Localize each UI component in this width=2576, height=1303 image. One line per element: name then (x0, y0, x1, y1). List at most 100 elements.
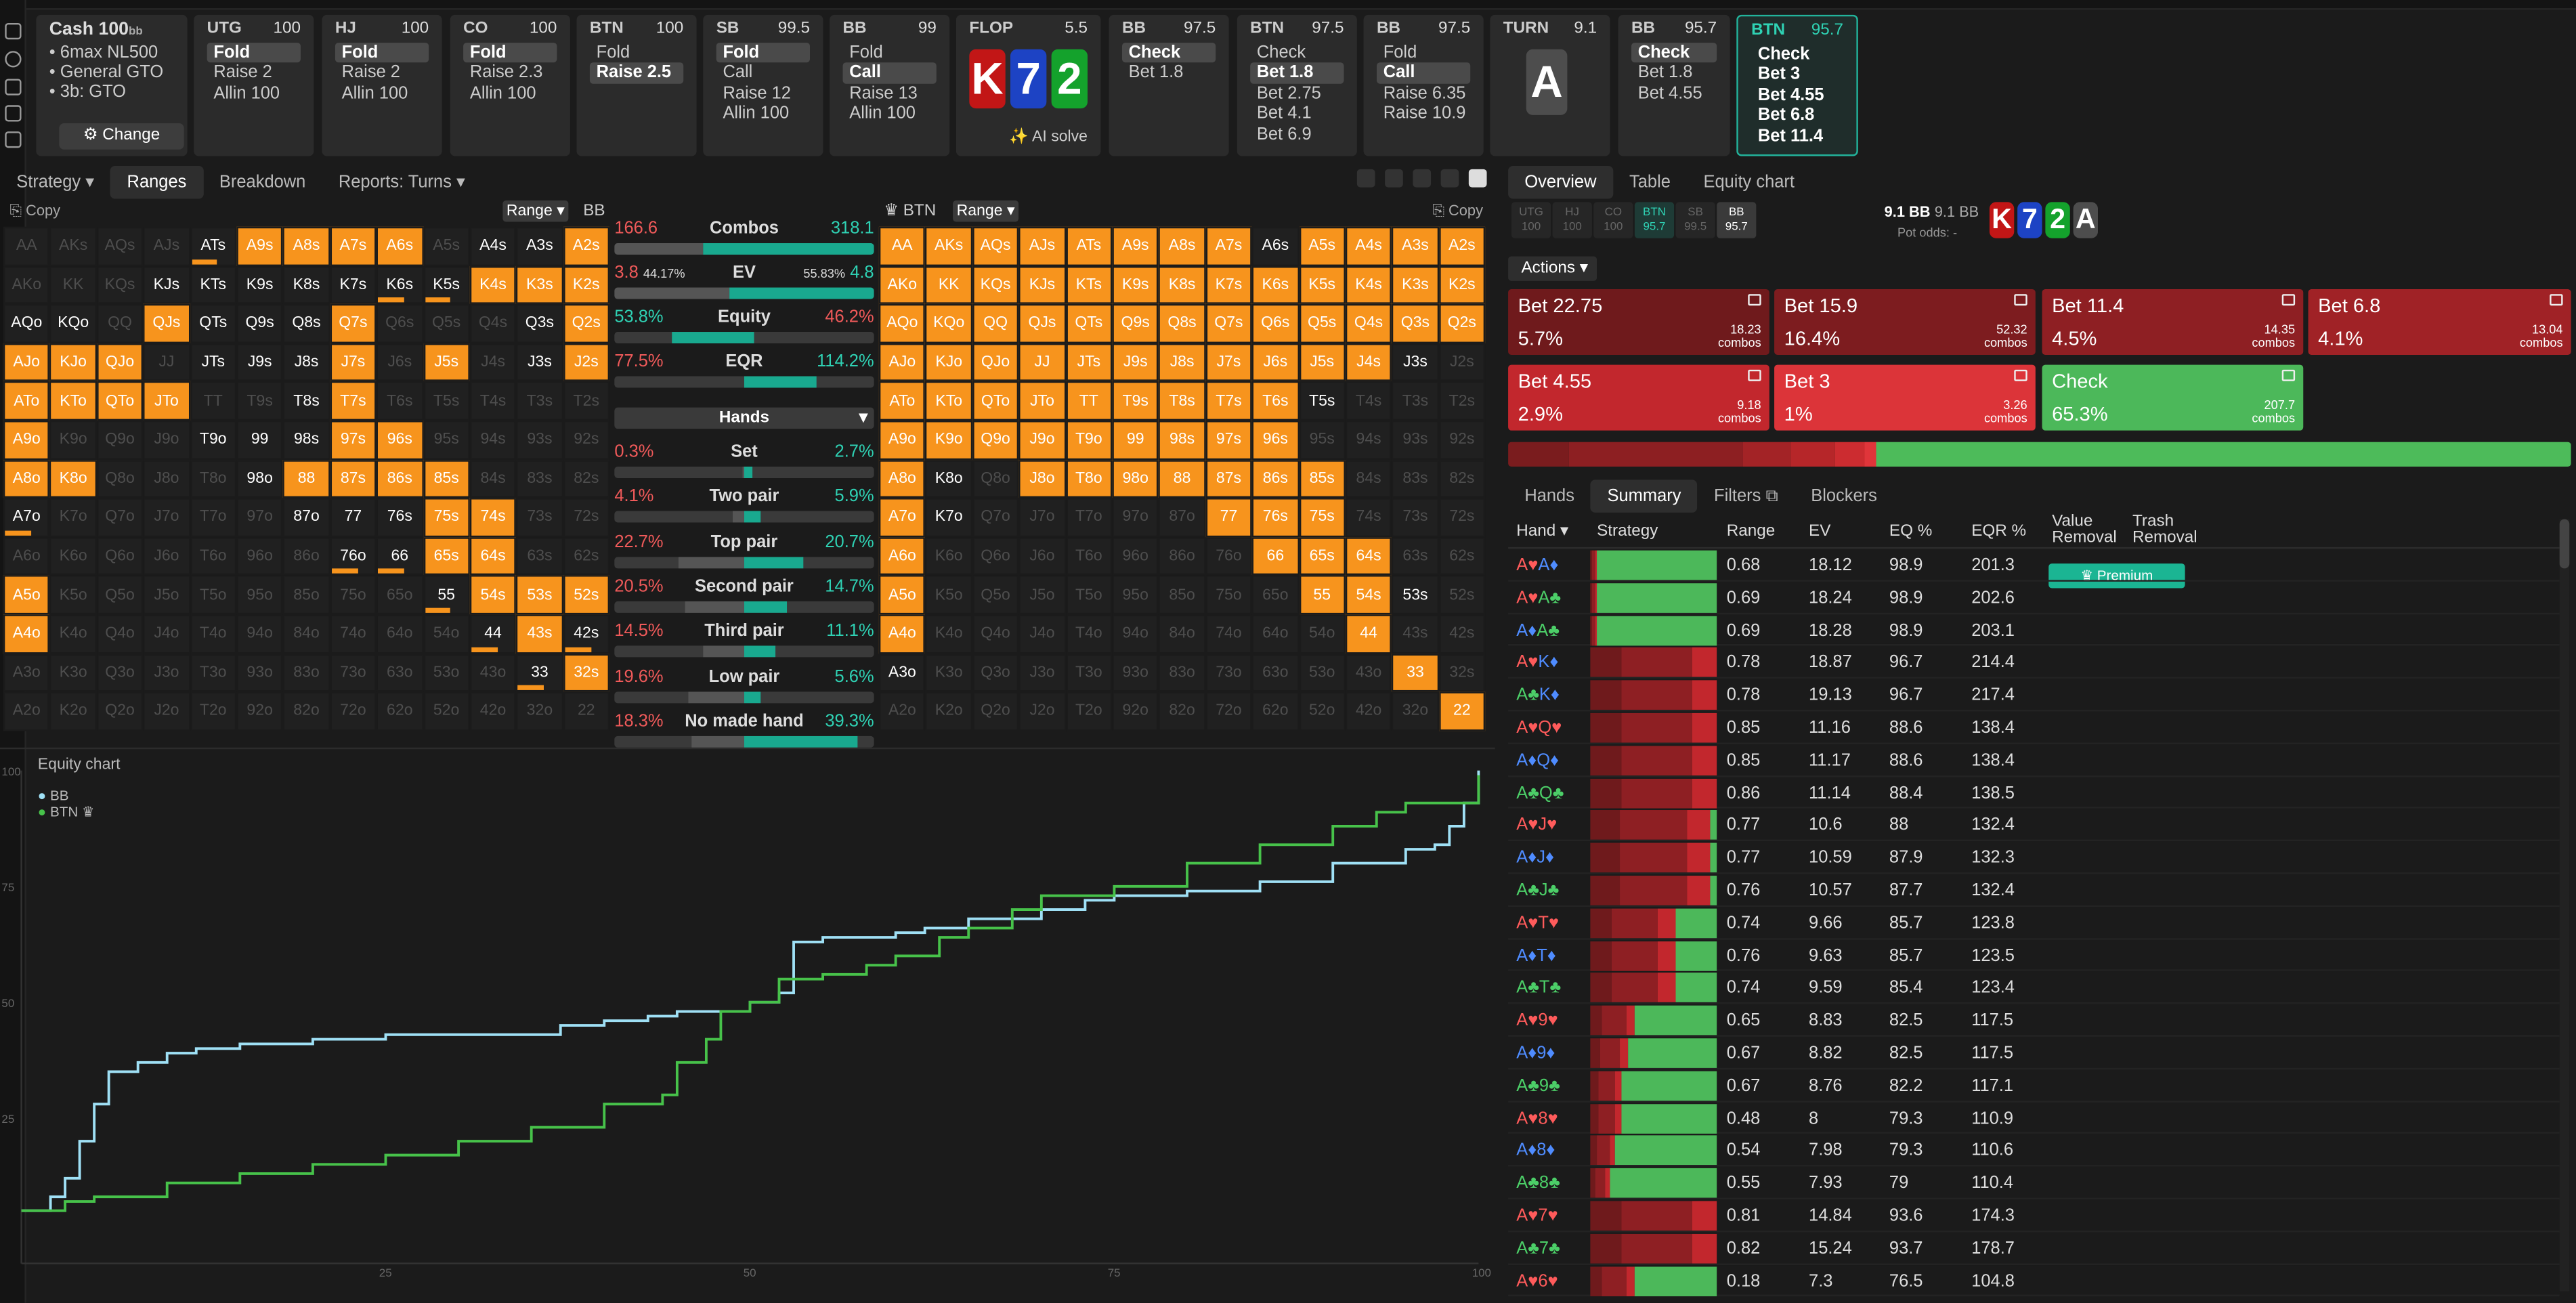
tab-ranges[interactable]: Ranges (110, 166, 203, 199)
range-cell[interactable]: T2s (563, 381, 610, 421)
range-cell[interactable]: 52s (563, 575, 610, 615)
range-cell[interactable]: Q9o (972, 420, 1019, 460)
player-stack-hj[interactable]: HJ 100 (1552, 202, 1592, 238)
node-action[interactable]: Raise 2.5 (589, 63, 684, 84)
ai-solve-button[interactable]: ✨ AI solve (1009, 128, 1088, 146)
action-card-bet-15-9[interactable]: Bet 15.9 16.4% 52.32 combos (1774, 289, 2036, 356)
table-row[interactable]: A♥K♦ 0.78 18.87 96.7 214.4 (1508, 646, 2560, 679)
range-cell[interactable]: 87s (329, 459, 377, 498)
range-cell[interactable]: Q8s (283, 304, 330, 343)
range-cell[interactable]: 96s (1251, 420, 1299, 460)
range-cell[interactable]: 62s (1438, 536, 1486, 576)
range-cell[interactable]: K7s (1205, 265, 1252, 305)
range-cell[interactable]: 62s (563, 536, 610, 576)
range-cell[interactable]: A7o (878, 498, 926, 537)
node-action[interactable]: Bet 4.55 (1757, 85, 1824, 105)
change-button[interactable]: ⚙ Change (59, 123, 184, 150)
range-cell[interactable]: 52o (423, 691, 470, 731)
range-cell[interactable]: A4o (878, 614, 926, 654)
range-cell[interactable]: 44 (1345, 614, 1392, 654)
node-action[interactable]: Raise 6.35 (1383, 83, 1466, 104)
street-node-8[interactable]: BB 97.5 Fold Call Raise 6.35 Raise 10.9 (1363, 14, 1484, 156)
action-card-bet-22-75[interactable]: Bet 22.75 5.7% 18.23 combos (1508, 289, 1769, 356)
range-cell[interactable]: A9s (236, 226, 284, 266)
range-cell[interactable]: Q7o (96, 498, 144, 537)
square-icon[interactable] (1468, 169, 1487, 188)
range-cell[interactable]: Q2s (1438, 304, 1486, 343)
range-cell[interactable]: QJo (96, 343, 144, 382)
range-cell[interactable]: K4o (49, 614, 97, 654)
range-cell[interactable]: 94s (1345, 420, 1392, 460)
range-cell[interactable]: 98s (283, 420, 330, 460)
range-cell[interactable]: 63o (1251, 653, 1299, 692)
range-cell[interactable]: J5o (143, 575, 190, 615)
range-cell[interactable]: 83s (516, 459, 563, 498)
range-cell[interactable]: 54o (423, 614, 470, 654)
node-action[interactable]: Call (1376, 63, 1471, 84)
node-action[interactable]: Check (1631, 43, 1717, 64)
range-cell[interactable]: AKo (3, 265, 50, 305)
range-cell[interactable]: 98s (1159, 420, 1206, 460)
range-cell[interactable]: 63o (376, 653, 423, 692)
range-cell[interactable]: Q3s (1392, 304, 1439, 343)
range-cell[interactable]: K8s (1159, 265, 1206, 305)
range-cell[interactable]: 74s (1345, 498, 1392, 537)
range-cell[interactable]: T3o (1065, 653, 1113, 692)
range-cell[interactable]: 54o (1298, 614, 1346, 654)
range-cell[interactable]: 74o (1205, 614, 1252, 654)
range-cell[interactable]: 84o (1159, 614, 1206, 654)
street-node-9[interactable]: BB 95.7 Check Bet 1.8 Bet 4.55 (1618, 14, 1730, 156)
range-cell[interactable]: Q6o (96, 536, 144, 576)
range-cell[interactable]: K8o (925, 459, 972, 498)
range-cell[interactable]: AQs (972, 226, 1019, 266)
range-cell[interactable]: T4s (469, 381, 517, 421)
range-cell[interactable]: A2o (3, 691, 50, 731)
range-cell[interactable]: 92s (563, 420, 610, 460)
range-cell[interactable]: 95o (236, 575, 284, 615)
range-cell[interactable]: 76s (1251, 498, 1299, 537)
card-detail-icon[interactable] (1748, 294, 1761, 306)
range-cell[interactable]: 72o (329, 691, 377, 731)
range-cell[interactable]: J3s (1392, 343, 1439, 382)
node-action[interactable]: Allin 100 (723, 104, 790, 124)
street-node-1[interactable]: HJ 100 Fold Raise 2 Allin 100 (322, 14, 442, 156)
range-cell[interactable]: K9o (925, 420, 972, 460)
range-cell[interactable]: 97o (236, 498, 284, 537)
table-row[interactable]: A♥A♦ 0.68 18.12 98.9 201.3 (1508, 549, 2560, 582)
range-cell[interactable]: KTs (190, 265, 237, 305)
range-cell[interactable]: 43s (516, 614, 563, 654)
made-hand-stat[interactable]: 19.6% Low pair 5.6% (614, 666, 874, 706)
range-cell[interactable]: KTs (1065, 265, 1113, 305)
tab-breakdown[interactable]: Breakdown (219, 172, 306, 192)
range-cell[interactable]: T8s (1159, 381, 1206, 421)
range-cell[interactable]: 32o (1392, 691, 1439, 731)
range-cell[interactable]: K5s (1298, 265, 1346, 305)
col-eq[interactable]: EQ % (1889, 522, 1933, 541)
table-row[interactable]: A♣T♣ 0.74 9.59 85.4 123.4 (1508, 972, 2560, 1004)
range-cell[interactable]: J8o (143, 459, 190, 498)
action-card-bet-4-55[interactable]: Bet 4.55 2.9% 9.18 combos (1508, 364, 1769, 431)
node-action[interactable]: Bet 11.4 (1757, 125, 1824, 146)
range-cell[interactable]: Q3s (516, 304, 563, 343)
table-row[interactable]: A♦Q♦ 0.85 11.17 88.6 138.4 (1508, 744, 2560, 777)
range-cell[interactable]: J8s (1159, 343, 1206, 382)
table-row[interactable]: A♥J♥ 0.77 10.6 88 132.4 (1508, 809, 2560, 842)
player-stack-co[interactable]: CO 100 (1593, 202, 1633, 238)
range-cell[interactable]: 72s (563, 498, 610, 537)
col-eqr[interactable]: EQR % (1971, 522, 2027, 541)
range-cell[interactable]: 33 (516, 653, 563, 692)
range-cell[interactable]: T4s (1345, 381, 1392, 421)
range-cell[interactable]: AKs (49, 226, 97, 266)
range-cell[interactable]: 98o (1112, 459, 1159, 498)
range-cell[interactable]: 82s (563, 459, 610, 498)
range-cell[interactable]: T9o (190, 420, 237, 460)
range-cell[interactable]: 75o (1205, 575, 1252, 615)
range-cell[interactable]: T5s (1298, 381, 1346, 421)
node-action[interactable]: Allin 100 (341, 83, 408, 104)
range-cell[interactable]: 94o (1112, 614, 1159, 654)
range-cell[interactable]: T6o (190, 536, 237, 576)
range-cell[interactable]: Q4s (1345, 304, 1392, 343)
street-node-5[interactable]: BB 99 Fold Call Raise 13 Allin 100 (830, 14, 950, 156)
node-action[interactable]: Fold (463, 43, 557, 64)
range-cell[interactable]: 88 (1159, 459, 1206, 498)
